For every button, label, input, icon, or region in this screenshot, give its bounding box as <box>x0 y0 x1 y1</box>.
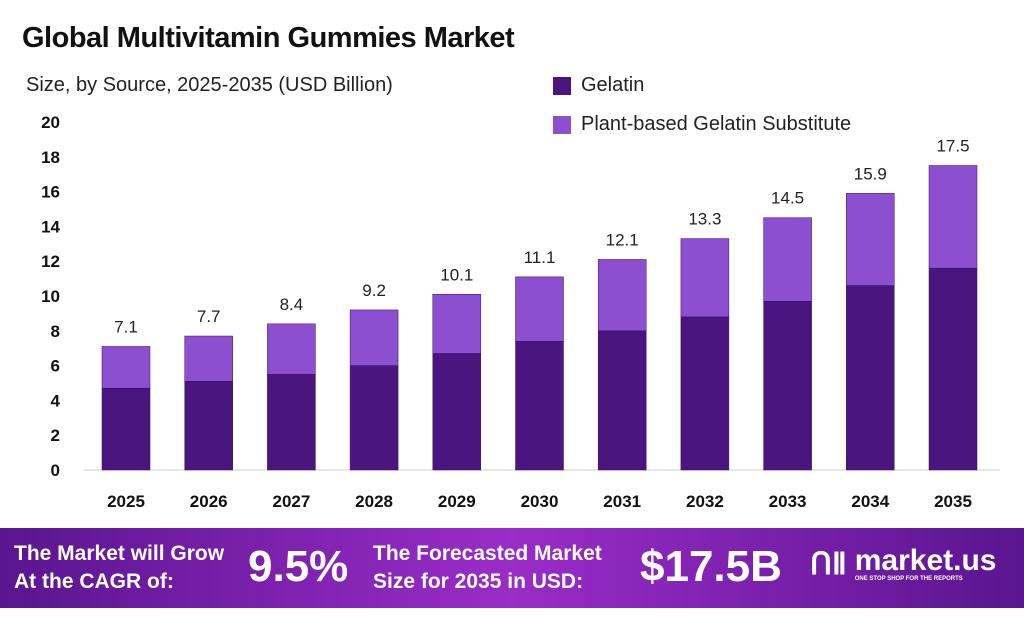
bar-plant-based-gelatin-substitute <box>846 193 895 286</box>
total-label: 17.5 <box>936 137 969 156</box>
bar-gelatin <box>680 316 730 471</box>
total-label: 15.9 <box>854 164 887 183</box>
y-tick-label: 20 <box>41 113 60 132</box>
y-tick-label: 4 <box>51 391 61 410</box>
bar-plant-based-gelatin-substitute <box>349 309 399 366</box>
chart-plot: 0 2 4 6 8 10 12 14 16 18 20 7.1 2025 7.7 2026 8.4 2027 9.… <box>41 113 1000 511</box>
total-label: 14.5 <box>771 189 804 208</box>
bar-gelatin <box>928 267 978 471</box>
y-tick-label: 8 <box>51 322 60 341</box>
x-tick-label: 2030 <box>521 492 559 511</box>
total-label: 13.3 <box>688 210 721 229</box>
total-label: 10.1 <box>440 265 473 284</box>
x-tick-label: 2034 <box>851 492 889 511</box>
x-tick-label: 2035 <box>934 492 972 511</box>
legend-label: Gelatin <box>581 74 645 96</box>
y-tick-label: 10 <box>41 287 60 306</box>
cagr-value: 9.5% <box>248 542 349 591</box>
bar-plant-based-gelatin-substitute <box>928 165 978 269</box>
y-tick-label: 12 <box>41 252 60 271</box>
x-tick-label: 2026 <box>190 492 228 511</box>
y-tick-label: 14 <box>41 217 60 236</box>
x-tick-label: 2025 <box>107 492 145 511</box>
bar-plant-based-gelatin-substitute <box>763 217 812 302</box>
cagr-label-line: At the CAGR of: <box>14 570 174 593</box>
bar-plant-based-gelatin-substitute <box>432 294 482 354</box>
bar-gelatin <box>515 340 564 471</box>
legend-label: Plant-based Gelatin Substitute <box>581 113 852 135</box>
x-tick-label: 2031 <box>603 492 641 511</box>
total-label: 11.1 <box>524 248 556 267</box>
forecast-label: The Forecasted Market Size for 2035 in US… <box>373 540 602 596</box>
y-tick-label: 18 <box>41 148 60 167</box>
bar-plant-based-gelatin-substitute <box>101 346 151 389</box>
bar-plant-based-gelatin-substitute <box>597 259 647 332</box>
bar-gelatin <box>597 330 647 471</box>
total-label: 9.2 <box>362 281 386 300</box>
x-tick-label: 2029 <box>438 492 476 511</box>
bar-gelatin <box>846 285 895 471</box>
x-tick-label: 2033 <box>769 492 807 511</box>
bar-plant-based-gelatin-substitute <box>515 276 564 342</box>
footer-banner: The Market will Grow At the CAGR of: 9.5%… <box>0 528 1024 608</box>
bar-gelatin <box>101 387 151 471</box>
bar-plant-based-gelatin-substitute <box>267 323 316 375</box>
total-label: 7.7 <box>197 307 221 326</box>
chart-title: Global Multivitamin Gummies Market <box>22 22 515 54</box>
bar-plant-based-gelatin-substitute <box>184 335 233 382</box>
legend-plant-based: Plant-based Gelatin Substitute <box>553 113 851 136</box>
bar-plant-based-gelatin-substitute <box>680 238 730 318</box>
bar-gelatin <box>184 381 233 471</box>
bar-gelatin <box>267 374 316 471</box>
x-tick-label: 2032 <box>686 492 724 511</box>
legend-swatch <box>553 115 571 134</box>
x-tick-label: 2027 <box>272 492 310 511</box>
total-label: 8.4 <box>280 295 304 314</box>
cagr-label: The Market will Grow At the CAGR of: <box>14 540 224 596</box>
forecast-label-line: Size for 2035 in USD: <box>373 570 584 593</box>
forecast-label-line: The Forecasted Market <box>373 542 602 565</box>
cagr-label-line: The Market will Grow <box>14 542 225 565</box>
market-us-logo-icon: ᑎⅡ <box>810 547 847 581</box>
bar-gelatin <box>763 300 812 471</box>
bar-gelatin <box>432 353 482 471</box>
x-tick-label: 2028 <box>355 492 393 511</box>
y-tick-label: 16 <box>41 183 60 202</box>
total-label: 7.1 <box>114 317 138 336</box>
chart-subtitle: Size, by Source, 2025-2035 (USD Billion) <box>26 74 393 96</box>
forecast-value: $17.5B <box>640 542 782 591</box>
brand-logo: ᑎⅡ market.us ONE STOP SHOP FOR THE REPORT… <box>810 544 997 583</box>
total-label: 12.1 <box>606 230 639 249</box>
bar-gelatin <box>349 365 399 471</box>
brand-name: market.us <box>854 544 997 577</box>
y-tick-label: 6 <box>51 357 60 376</box>
legend-swatch <box>553 76 571 95</box>
legend-gelatin: Gelatin <box>553 74 644 97</box>
y-tick-label: 0 <box>51 461 60 480</box>
y-tick-label: 2 <box>51 426 60 445</box>
brand-tagline: ONE STOP SHOP FOR THE REPORTS <box>854 576 963 582</box>
